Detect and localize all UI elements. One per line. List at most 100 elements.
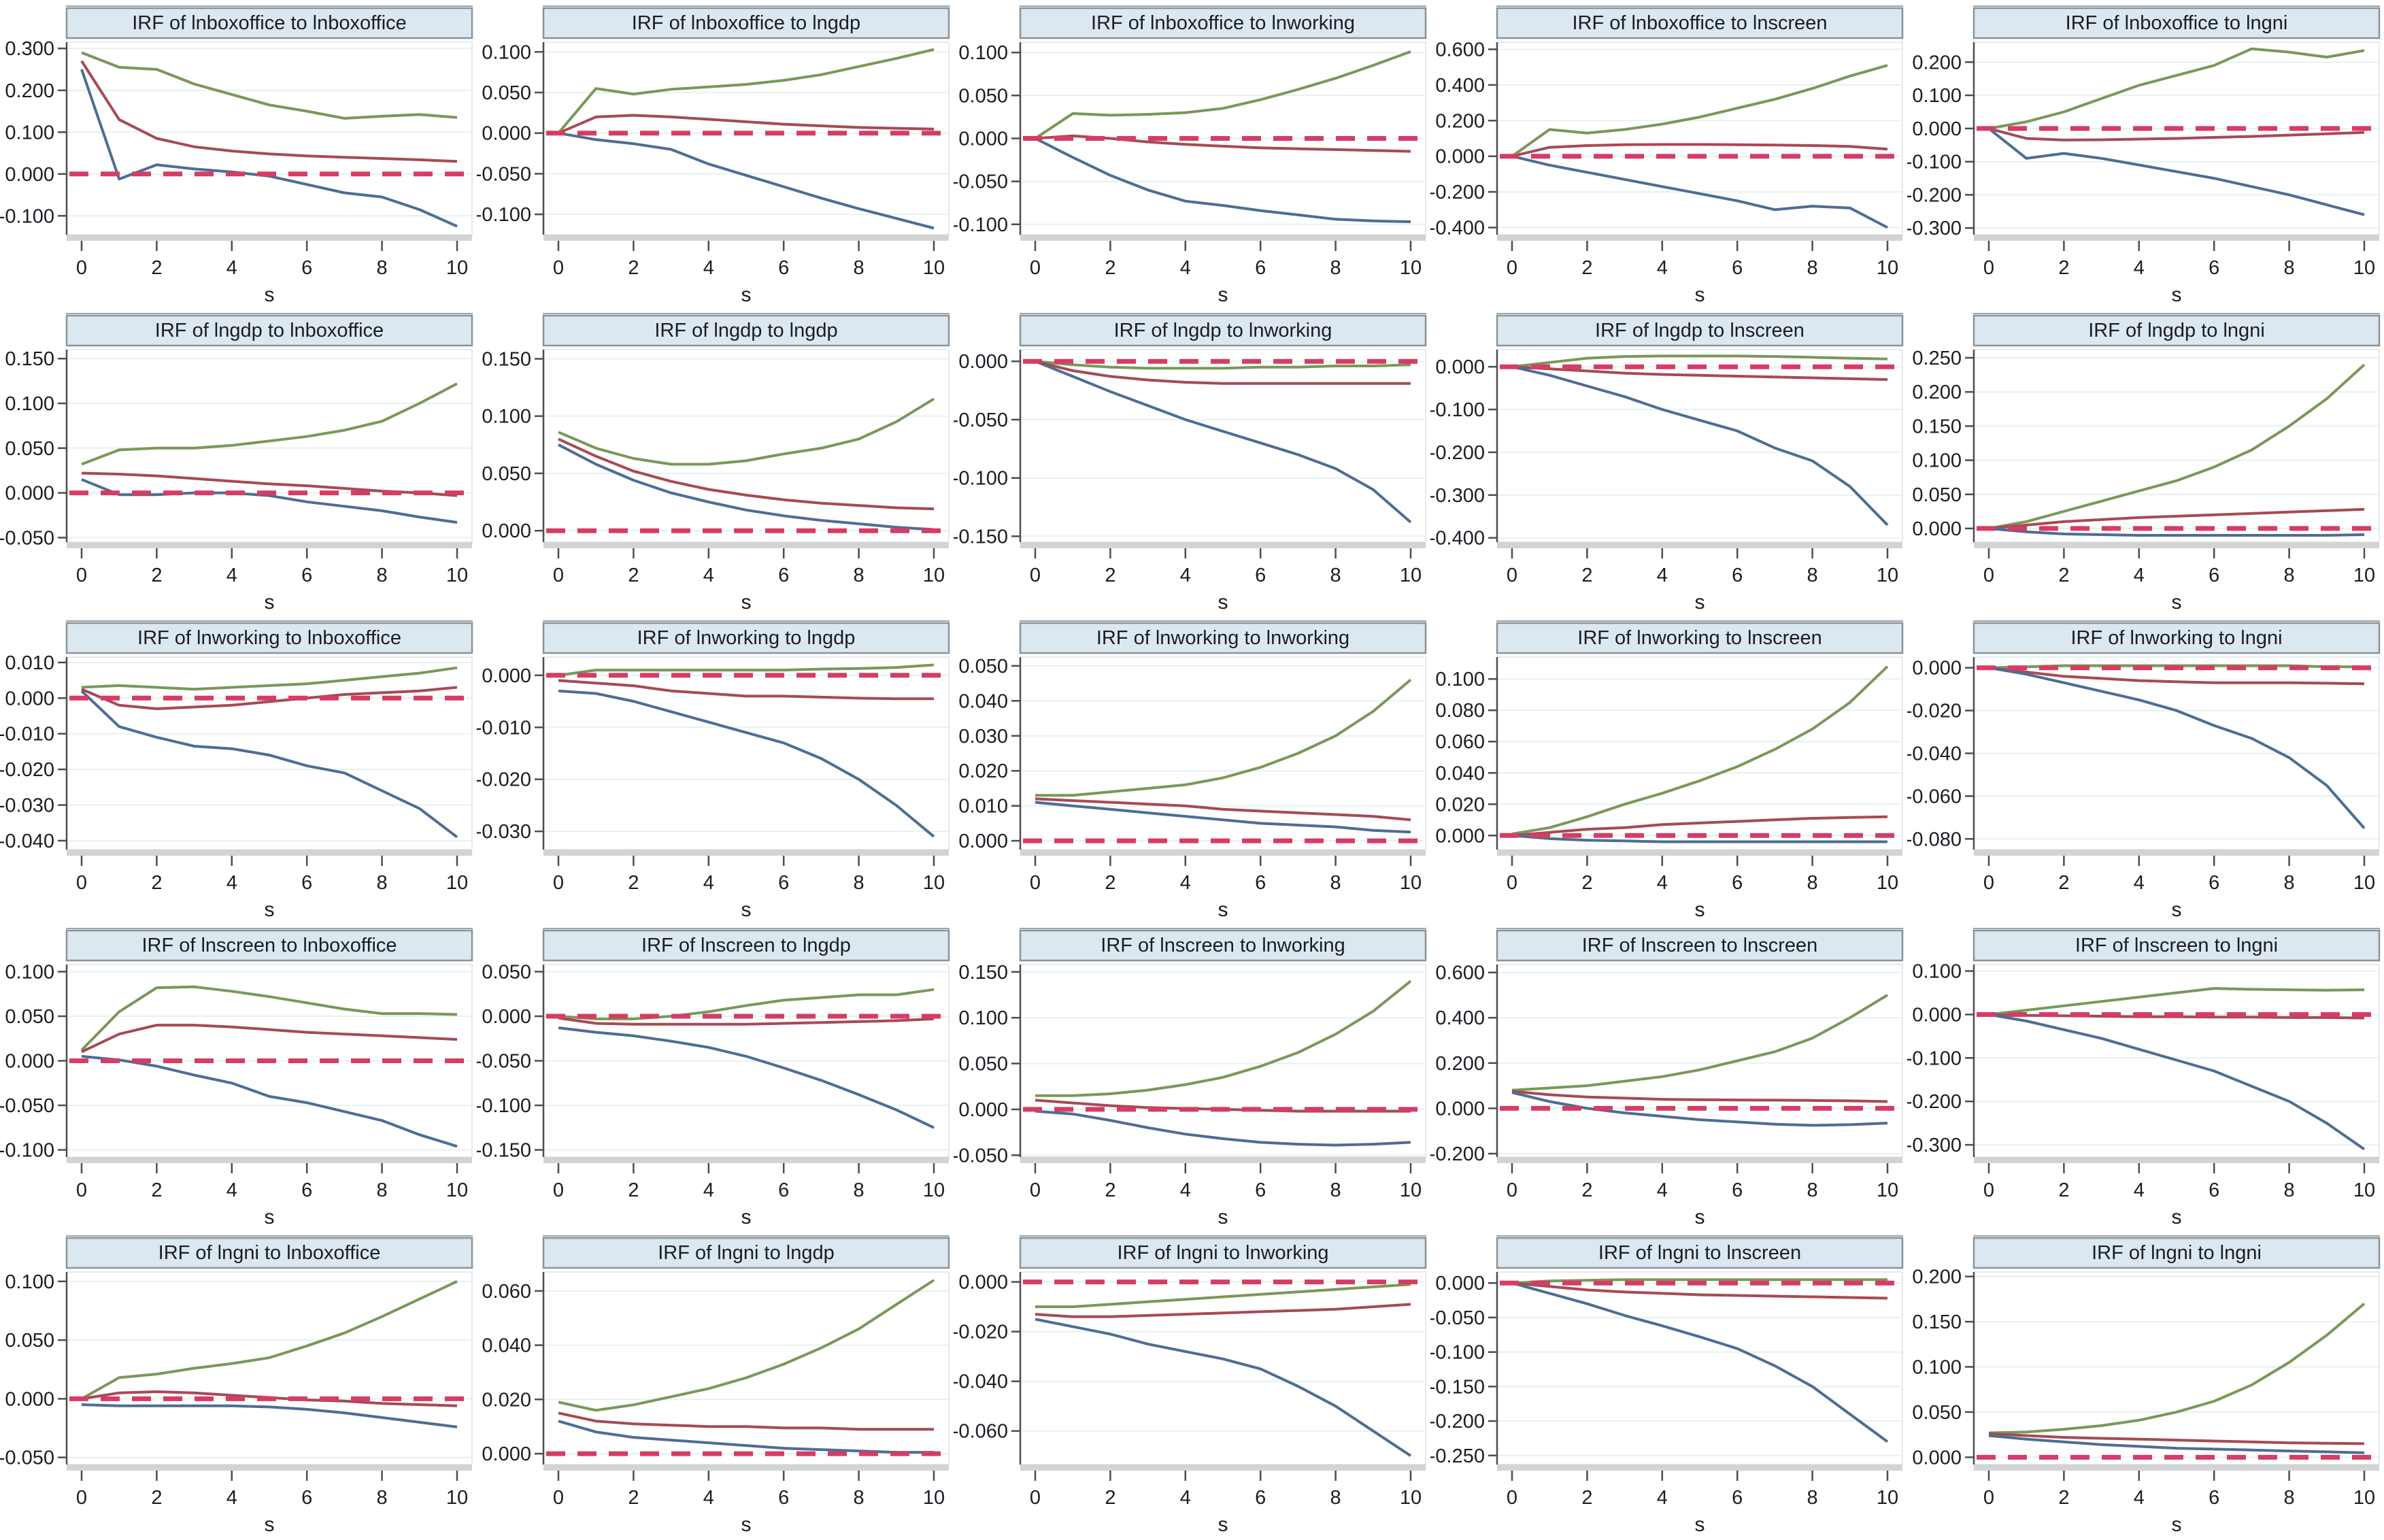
y-tick-label: -0.080 <box>1907 828 1962 850</box>
x-tick-label: 6 <box>301 1487 312 1509</box>
x-tick-label: 6 <box>1732 1487 1743 1509</box>
y-tick-label: 0.040 <box>482 1335 531 1357</box>
x-tick-label: 10 <box>2353 872 2375 894</box>
y-tick-label: 0.000 <box>1435 1098 1485 1120</box>
x-axis-title: s <box>741 284 752 306</box>
y-tick-label: -0.100 <box>0 1140 54 1162</box>
irf-panel-svg: 0.150 0.100 0.050 0.000 -0.050 0 2 4 6 8 10 s IRF of… <box>0 313 473 614</box>
x-axis-band <box>1974 1157 2379 1163</box>
upper-band-line <box>1035 678 1412 797</box>
x-tick-label: 2 <box>628 257 639 279</box>
x-tick-label: 4 <box>1180 872 1191 894</box>
y-tick-label: -0.020 <box>477 769 531 791</box>
x-axis-title: s <box>1695 899 1705 921</box>
plot-region <box>66 41 473 235</box>
plot-region <box>1496 656 1903 850</box>
irf-panel-lnworking-to-lngni: 0.000 -0.020 -0.040 -0.060 -0.080 0 2 4 6 8 10 s IRF… <box>1907 615 2384 922</box>
x-axis-band <box>1497 542 1902 548</box>
y-tick-label: 0.050 <box>958 85 1008 107</box>
x-axis-title: s <box>265 899 275 921</box>
y-tick-label: 0.050 <box>5 438 54 460</box>
x-axis-band <box>543 1157 949 1163</box>
plot-region <box>1496 1271 1903 1465</box>
panel-title-bar <box>1496 1237 1904 1269</box>
x-tick-label: 6 <box>1255 1179 1266 1201</box>
y-tick-label: 0.080 <box>1435 700 1485 722</box>
y-tick-label: 0.100 <box>1912 1357 1962 1379</box>
x-tick-label: 2 <box>1581 872 1592 894</box>
irf-panel-svg: 0.100 0.000 -0.100 -0.200 -0.300 0 2 4 6 8 10 s IRF … <box>1907 928 2381 1228</box>
x-tick-label: 8 <box>854 1487 864 1509</box>
lower-band-line <box>558 131 935 230</box>
x-axis-band <box>67 1464 472 1471</box>
panel-title-bar <box>1972 314 2381 347</box>
y-tick-label: 0.150 <box>958 962 1008 984</box>
y-tick-label: 0.100 <box>1912 450 1962 472</box>
x-axis-title: s <box>1218 1206 1228 1228</box>
x-tick-label: 10 <box>1400 1179 1422 1201</box>
irf-line <box>1511 143 1888 158</box>
x-tick-label: 4 <box>1180 1179 1191 1201</box>
x-axis-band <box>1497 850 1902 856</box>
x-tick-label: 8 <box>1807 1179 1818 1201</box>
y-tick-label: 0.100 <box>482 406 531 428</box>
x-tick-label: 6 <box>778 1179 789 1201</box>
irf-line <box>558 1016 935 1026</box>
y-tick-label: 0.000 <box>482 123 531 145</box>
x-tick-label: 6 <box>1255 257 1266 279</box>
y-tick-label: 0.000 <box>1435 825 1485 847</box>
x-tick-label: 10 <box>1400 872 1422 894</box>
y-tick-label: 0.010 <box>5 652 54 674</box>
x-tick-label: 0 <box>1030 565 1041 586</box>
x-tick-label: 10 <box>446 257 468 279</box>
x-tick-label: 10 <box>446 872 468 894</box>
x-tick-label: 2 <box>2058 1487 2069 1509</box>
panel-title: IRF of lngdp to lngni <box>2088 320 2265 341</box>
x-axis-title: s <box>1218 284 1228 306</box>
x-tick-label: 8 <box>1330 872 1341 894</box>
irf-panel-lnboxoffice-to-lnboxoffice: 0.300 0.200 0.100 0.000 -0.100 0 2 4 6 8 10 s IRF of… <box>0 0 477 307</box>
x-tick-label: 4 <box>1657 565 1668 586</box>
x-axis-title: s <box>1695 284 1705 306</box>
panel-title-bar <box>1019 7 1427 39</box>
x-tick-label: 6 <box>1732 1179 1743 1201</box>
y-tick-label: 0.000 <box>958 831 1008 852</box>
y-tick-label: 0.100 <box>5 962 54 984</box>
panel-title: IRF of lngdp to lnworking <box>1114 320 1332 341</box>
y-tick-label: 0.020 <box>482 1389 531 1411</box>
y-tick-label: 0.020 <box>958 760 1008 782</box>
x-tick-label: 4 <box>1180 1487 1191 1509</box>
y-tick-label: -0.030 <box>0 795 54 817</box>
plot-region <box>543 349 950 543</box>
panel-title-bar <box>542 622 950 654</box>
panel-title: IRF of lngdp to lnscreen <box>1595 320 1804 341</box>
x-tick-label: 2 <box>2058 257 2069 279</box>
y-tick-label: 0.050 <box>482 962 531 984</box>
x-tick-label: 2 <box>1105 257 1115 279</box>
irf-line <box>1035 360 1411 385</box>
x-tick-label: 2 <box>1581 257 1592 279</box>
panel-title: IRF of lngni to lnworking <box>1117 1242 1328 1264</box>
y-tick-label: -0.020 <box>954 1322 1008 1343</box>
x-tick-label: 6 <box>301 565 312 586</box>
x-tick-label: 2 <box>1581 1487 1592 1509</box>
x-tick-label: 0 <box>76 1487 87 1509</box>
panel-title: IRF of lngni to lngni <box>2092 1242 2262 1264</box>
x-axis-band <box>543 1464 949 1471</box>
x-tick-label: 2 <box>1105 1179 1115 1201</box>
y-tick-label: 0.050 <box>5 1330 54 1352</box>
x-tick-label: 10 <box>1877 1179 1898 1201</box>
upper-band-line <box>1511 64 1888 158</box>
y-tick-label: -0.200 <box>1430 182 1485 203</box>
y-tick-label: 0.100 <box>482 41 531 63</box>
x-tick-label: 10 <box>446 565 468 586</box>
irf-panel-lnworking-to-lnscreen: 0.100 0.080 0.060 0.040 0.020 0.000 0 2 4 6 8 10 s IR… <box>1430 615 1907 922</box>
y-tick-label: -0.200 <box>1430 1411 1485 1433</box>
x-axis-title: s <box>265 1513 275 1536</box>
irf-line <box>81 686 458 710</box>
lower-band-line <box>1035 137 1411 223</box>
upper-band-line <box>81 666 458 691</box>
x-tick-label: 4 <box>703 1179 714 1201</box>
x-axis-title: s <box>1695 1513 1705 1536</box>
